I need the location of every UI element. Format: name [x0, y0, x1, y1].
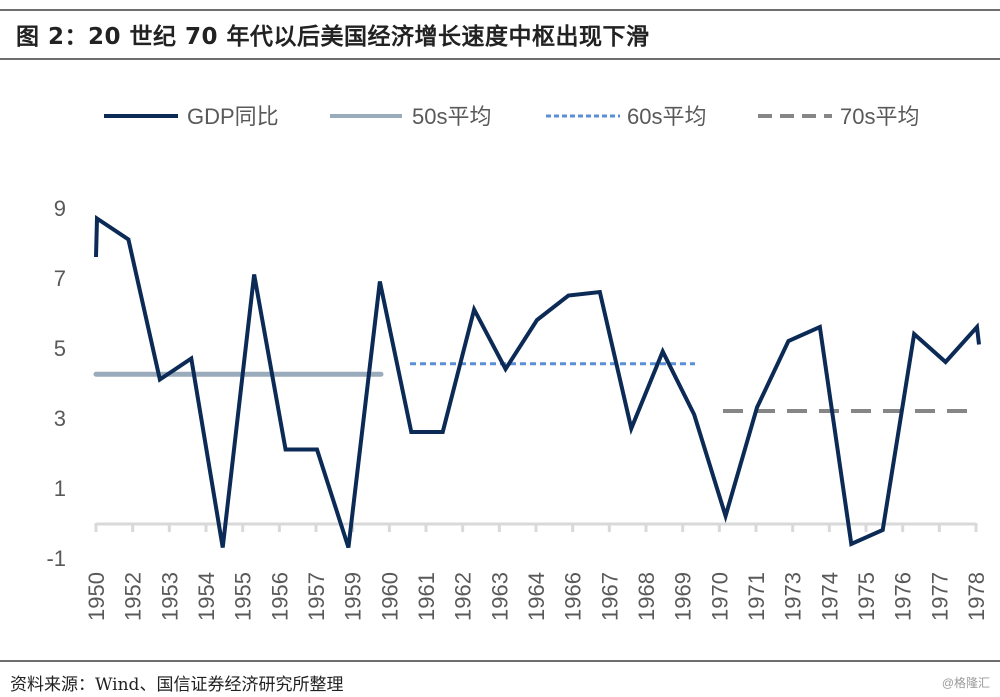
x-tick-label: 1954 — [194, 572, 219, 621]
y-tick-label: 9 — [54, 196, 66, 221]
x-tick-label: 1953 — [157, 572, 182, 621]
watermark: @格隆汇 — [941, 676, 990, 690]
x-tick-label: 1964 — [524, 572, 549, 621]
x-tick-label: 1968 — [634, 572, 659, 621]
y-tick-label: -1 — [46, 546, 66, 571]
x-axis: 1950 1952 1953 1954 1955 1956 1957 1959 1960 1961… — [84, 522, 989, 621]
gdp-line — [94, 214, 981, 549]
legend-label-60s: 60s平均 — [627, 104, 706, 129]
legend-label-50s: 50s平均 — [412, 104, 491, 129]
average-lines — [93, 362, 972, 413]
x-tick-label: 1950 — [84, 572, 109, 621]
x-tick-label: 1974 — [817, 572, 842, 621]
x-tick-label: 1963 — [487, 572, 512, 621]
title-top-rule — [0, 9, 1000, 11]
x-tick-label: 1973 — [781, 572, 806, 621]
source-note: 资料来源：Wind、国信证券经济研究所整理 — [10, 675, 344, 695]
legend-label-70s: 70s平均 — [840, 104, 919, 129]
gdp-series — [94, 214, 981, 549]
x-tick-label: 1967 — [597, 572, 622, 621]
y-axis: 9 7 5 3 1 -1 — [46, 196, 66, 571]
x-tick-label: 1966 — [561, 572, 586, 621]
x-tick-label: 1959 — [341, 572, 366, 621]
x-tick-label: 1955 — [231, 572, 256, 621]
x-tick-label: 1976 — [891, 572, 916, 621]
x-tick-label: 1960 — [377, 572, 402, 621]
y-tick-label: 7 — [54, 266, 66, 291]
x-tick-label: 1978 — [964, 572, 989, 621]
x-tick-label: 1956 — [267, 572, 292, 621]
x-tick-label: 1975 — [854, 572, 879, 621]
x-tick-label: 1970 — [707, 572, 732, 621]
figure-title: 图 2：20 世纪 70 年代以后美国经济增长速度中枢出现下滑 — [16, 24, 650, 50]
y-tick-label: 3 — [54, 406, 66, 431]
y-tick-label: 1 — [54, 476, 66, 501]
x-tick-label: 1977 — [927, 572, 952, 621]
footer-rule — [0, 660, 1000, 662]
legend-label-gdp: GDP同比 — [187, 104, 279, 129]
x-tick-label: 1957 — [304, 572, 329, 621]
x-tick-label: 1952 — [121, 572, 146, 621]
x-tick-label: 1969 — [671, 572, 696, 621]
title-bottom-rule — [0, 58, 1000, 60]
x-tick-label: 1971 — [744, 572, 769, 621]
x-tick-label: 1962 — [451, 572, 476, 621]
x-tick-label: 1961 — [414, 572, 439, 621]
y-tick-label: 5 — [54, 336, 66, 361]
legend: GDP同比 50s平均 60s平均 70s平均 — [104, 104, 919, 129]
